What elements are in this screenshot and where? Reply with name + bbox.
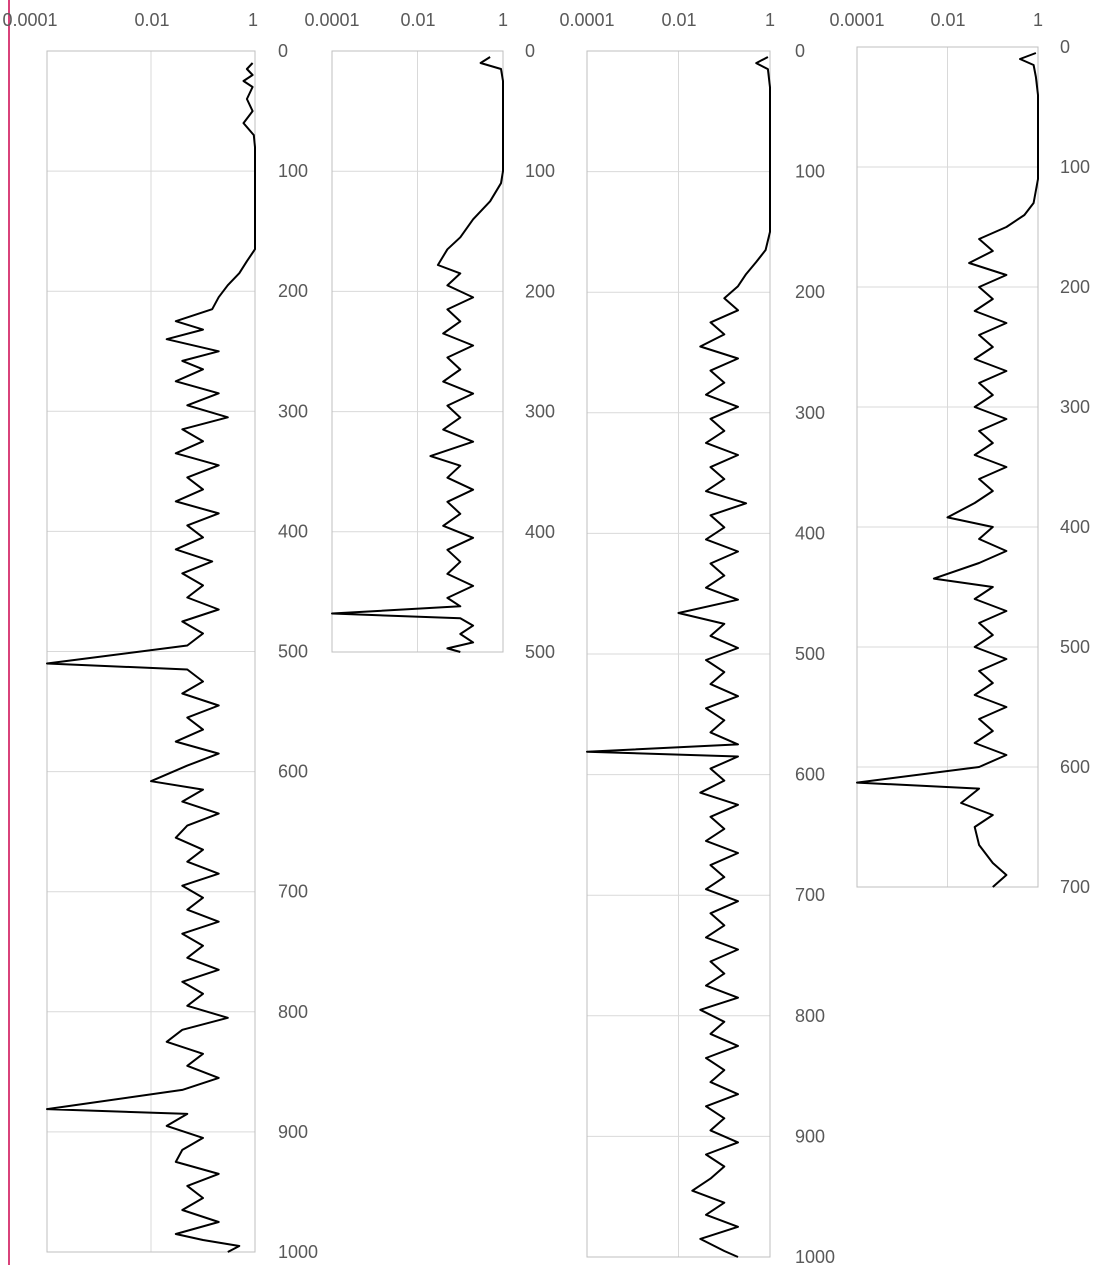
y-tick-label: 0 [795, 41, 805, 61]
y-tick-label: 400 [278, 521, 308, 541]
x-tick-label: 1 [765, 10, 775, 30]
y-tick-label: 300 [795, 403, 825, 423]
plot-frame [331, 50, 504, 653]
x-tick-label: 0.01 [930, 10, 965, 30]
y-tick-label: 700 [795, 885, 825, 905]
x-tick-label: 1 [1033, 10, 1043, 30]
y-tick-label: 600 [278, 762, 308, 782]
x-tick-label: 0.01 [661, 10, 696, 30]
y-tick-label: 500 [525, 642, 555, 662]
y-tick-label: 200 [1060, 277, 1090, 297]
y-tick-label: 300 [278, 401, 308, 421]
profile-line [331, 56, 504, 653]
y-tick-label: 200 [278, 281, 308, 301]
y-tick-label: 900 [795, 1126, 825, 1146]
y-tick-label: 800 [278, 1002, 308, 1022]
x-tick-label: 0.0001 [559, 10, 614, 30]
y-tick-label: 100 [278, 161, 308, 181]
profile-line [856, 52, 1039, 888]
y-tick-label: 700 [278, 882, 308, 902]
y-tick-label: 100 [1060, 157, 1090, 177]
y-tick-label: 1000 [278, 1242, 318, 1262]
y-tick-label: 600 [795, 765, 825, 785]
y-tick-label: 300 [1060, 397, 1090, 417]
y-tick-label: 300 [525, 402, 555, 422]
y-tick-label: 700 [1060, 877, 1090, 897]
y-tick-label: 500 [795, 644, 825, 664]
y-tick-label: 600 [1060, 757, 1090, 777]
y-tick-label: 0 [278, 41, 288, 61]
left-border [8, 0, 10, 1265]
y-tick-label: 500 [278, 642, 308, 662]
x-tick-label: 1 [248, 10, 258, 30]
y-tick-label: 800 [795, 1006, 825, 1026]
plot-frame [46, 50, 256, 1253]
plot-frame [586, 50, 771, 1258]
y-tick-label: 500 [1060, 637, 1090, 657]
y-tick-label: 100 [525, 161, 555, 181]
x-tick-label: 0.01 [400, 10, 435, 30]
x-tick-label: 0.0001 [2, 10, 57, 30]
y-tick-label: 0 [525, 41, 535, 61]
profile-line [46, 62, 256, 1253]
plot-frame [856, 46, 1039, 888]
x-tick-label: 1 [498, 10, 508, 30]
y-tick-label: 900 [278, 1122, 308, 1142]
y-tick-label: 0 [1060, 37, 1070, 57]
y-tick-label: 400 [795, 523, 825, 543]
x-tick-label: 0.01 [134, 10, 169, 30]
y-tick-label: 1000 [795, 1247, 835, 1265]
y-tick-label: 400 [525, 522, 555, 542]
profile-line [586, 56, 771, 1258]
y-tick-label: 400 [1060, 517, 1090, 537]
y-tick-label: 200 [795, 282, 825, 302]
y-tick-label: 200 [525, 281, 555, 301]
x-tick-label: 0.0001 [304, 10, 359, 30]
y-tick-label: 100 [795, 162, 825, 182]
x-tick-label: 0.0001 [829, 10, 884, 30]
